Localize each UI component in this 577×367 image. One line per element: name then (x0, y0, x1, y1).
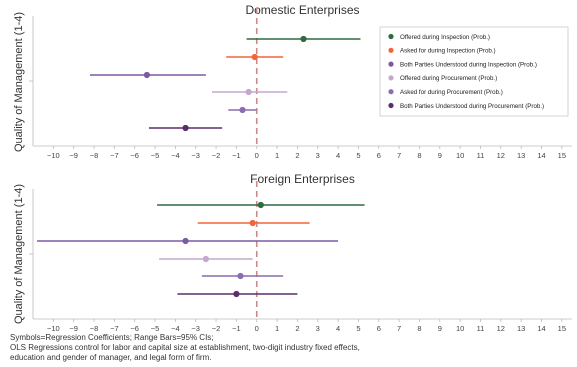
panel-2-point-estimate (233, 290, 240, 298)
panel-1-x-tick-label: −7 (110, 151, 119, 160)
panel-2-x-tick-label: 2 (295, 324, 299, 333)
panel-2-x-tick-label: −9 (69, 324, 78, 333)
panel-2-x-tick-label: −5 (151, 324, 160, 333)
panel-2-x-tick-label: 4 (336, 324, 340, 333)
panel-2-point-estimate (237, 272, 244, 280)
panel-1-x-tick-label: −4 (171, 151, 180, 160)
panel-1-x-tick-label: 15 (558, 151, 566, 160)
panel-1-point-estimate (182, 124, 189, 132)
legend-marker (388, 33, 394, 40)
panel-1-x-tick-label: 10 (456, 151, 464, 160)
panel-1-x-tick-label: 3 (316, 151, 320, 160)
panel-2-point-estimate (249, 219, 256, 227)
figure-notes: Symbols=Regression Coefficients; Range B… (10, 333, 570, 363)
panel-2-x-tick-label: −8 (90, 324, 99, 333)
legend-label: Offered during Procurement (Prob.) (400, 75, 497, 82)
panel-1-point-estimate (300, 35, 307, 43)
panel-1-y-axis-label: Quality of Management (1-4) (13, 12, 25, 152)
panel-1-x-tick-label: 12 (497, 151, 505, 160)
legend-marker (388, 61, 394, 67)
panel-2-x-tick-label: 3 (316, 324, 320, 333)
panel-2-x-tick-label: −2 (212, 324, 221, 333)
panel-2-x-tick-label: −3 (191, 324, 200, 333)
panel-1-point-estimate (239, 106, 246, 114)
legend-label: Both Parties Understood during Inspectio… (400, 61, 537, 68)
panel-1-x-tick-label: −6 (130, 151, 139, 160)
panel-1-x-tick-label: 13 (517, 151, 525, 160)
legend-marker (388, 89, 394, 95)
panel-1-x-tick-label: 4 (336, 151, 340, 160)
panel-1-x-tick-label: −1 (232, 151, 241, 160)
panel-1-point-estimate (143, 71, 151, 79)
panel-1-x-tick-label: 14 (537, 151, 545, 160)
panel-1-x-tick-label: −8 (90, 151, 99, 160)
panel-1-x-tick-label: −2 (212, 151, 221, 160)
panel-2-title: Foreign Enterprises (250, 172, 355, 186)
panel-2-x-tick-label: 13 (517, 324, 525, 333)
panel-1-x-tick-label: −3 (191, 151, 200, 160)
panel-1-x-tick-label: 2 (295, 151, 299, 160)
legend-marker (388, 75, 394, 81)
panel-2-x-tick-label: 6 (377, 324, 381, 333)
panel-1-x-tick-label: 7 (397, 151, 401, 160)
legend-marker (388, 47, 394, 53)
panel-2-x-tick-label: −4 (171, 324, 180, 333)
panel-2-x-tick-label: 11 (477, 324, 485, 333)
legend-label: Asked for during Inspection (Prob.) (400, 48, 496, 55)
panel-1-x-tick-label: −10 (47, 151, 60, 160)
panel-2-x-tick-label: 14 (537, 324, 545, 333)
panel-2-x-tick-label: 15 (558, 324, 566, 333)
panel-2-x-tick-label: −1 (232, 324, 241, 333)
panel-1-x-tick-label: 0 (255, 151, 259, 160)
panel-2-x-tick-label: 12 (497, 324, 505, 333)
panel-1-x-tick-label: 1 (275, 151, 279, 160)
panel-2-x-tick-label: 0 (255, 324, 259, 333)
panel-2-x-tick-label: 5 (356, 324, 360, 333)
panel-1-x-tick-label: −5 (151, 151, 160, 160)
panel-1-x-tick-label: 6 (377, 151, 381, 160)
panel-2-x-tick-label: 9 (438, 324, 442, 333)
note-line-1: Symbols=Regression Coefficients; Range B… (10, 333, 214, 342)
panel-2-x-tick-label: −10 (47, 324, 60, 333)
panel-1-x-tick-label: −9 (69, 151, 78, 160)
panel-2-point-estimate (202, 255, 209, 263)
legend-label: Both Parties Understood during Procureme… (400, 103, 544, 110)
panel-1-x-tick-label: 9 (438, 151, 442, 160)
panel-1-x-tick-label: 11 (477, 151, 485, 160)
legend-box (379, 26, 569, 117)
panel-2-x-tick-label: 10 (456, 324, 464, 333)
panel-2-x-tick-label: 8 (417, 324, 421, 333)
legend-label: Offered during Inspection (Prob.) (400, 34, 490, 41)
panel-2-y-axis-label: Quality of Management (1-4) (13, 184, 25, 324)
panel-2-x-tick-label: 1 (275, 324, 279, 333)
note-line-3: education and gender of manager, and leg… (10, 353, 212, 362)
panel-2-x-tick-label: 7 (397, 324, 401, 333)
note-line-2: OLS Regressions control for labor and ca… (10, 343, 360, 352)
panel-1-point-estimate (251, 53, 258, 61)
panel-1-x-tick-label: 8 (417, 151, 421, 160)
panel-2-point-estimate (182, 237, 189, 245)
legend-marker (388, 102, 394, 109)
panel-2-x-tick-label: −6 (130, 324, 139, 333)
panel-2-x-tick-label: −7 (110, 324, 119, 333)
legend-label: Asked for during Procurement (Prob.) (400, 89, 503, 96)
panel-1-title: Domestic Enterprises (245, 3, 359, 17)
panel-1-point-estimate (245, 88, 252, 96)
panel-2-point-estimate (257, 201, 264, 209)
panel-1-x-tick-label: 5 (356, 151, 360, 160)
